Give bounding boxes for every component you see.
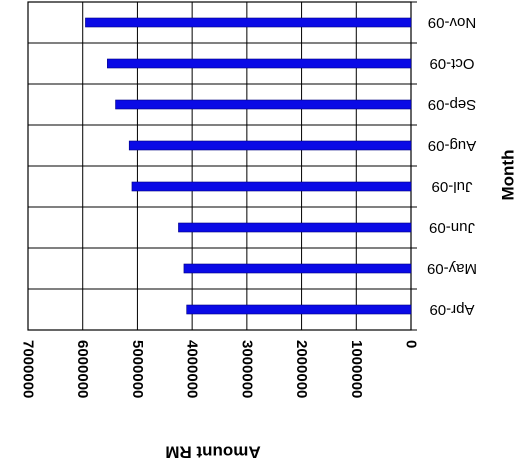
bar — [128, 140, 412, 151]
bar — [178, 222, 412, 233]
category-tick-label: Oct-09 — [429, 55, 474, 72]
value-tick-labels: 0 1000000 2000000 3000000 4000000 5000000 6000… — [20, 340, 420, 398]
y-axis-title: Amount RM — [165, 443, 260, 462]
value-tick-label: 4000000 — [184, 340, 201, 398]
bar — [85, 17, 412, 28]
value-tick-label: 2000000 — [293, 340, 310, 398]
bar — [107, 58, 412, 69]
bar-series — [85, 17, 412, 315]
category-tick-label: May-09 — [427, 260, 477, 277]
value-tick-label: 1000000 — [348, 340, 365, 398]
bar — [115, 99, 412, 110]
value-tick-label: 7000000 — [20, 340, 37, 398]
category-tick-label: Apr-09 — [429, 301, 474, 318]
category-tick-label: Aug-09 — [428, 137, 476, 154]
category-tick-label: Nov-09 — [428, 14, 476, 31]
value-tick-label: 3000000 — [238, 340, 255, 398]
category-labels: Apr-09 May-09 Jun-09 Jul-09 Aug-09 Sep-09 Oct-… — [427, 14, 477, 318]
category-tick-label: Sep-09 — [428, 96, 476, 113]
value-tick-label: 6000000 — [74, 340, 91, 398]
value-tick-label: 0 — [403, 340, 420, 348]
bar — [131, 181, 412, 192]
category-tick-label: Jun-09 — [429, 219, 475, 236]
bar — [186, 304, 412, 315]
x-axis-title: Month — [499, 150, 516, 201]
category-tick-label: Jul-09 — [432, 178, 473, 195]
plot-area — [27, 1, 417, 331]
bar — [183, 263, 412, 274]
value-tick-label: 5000000 — [129, 340, 146, 398]
